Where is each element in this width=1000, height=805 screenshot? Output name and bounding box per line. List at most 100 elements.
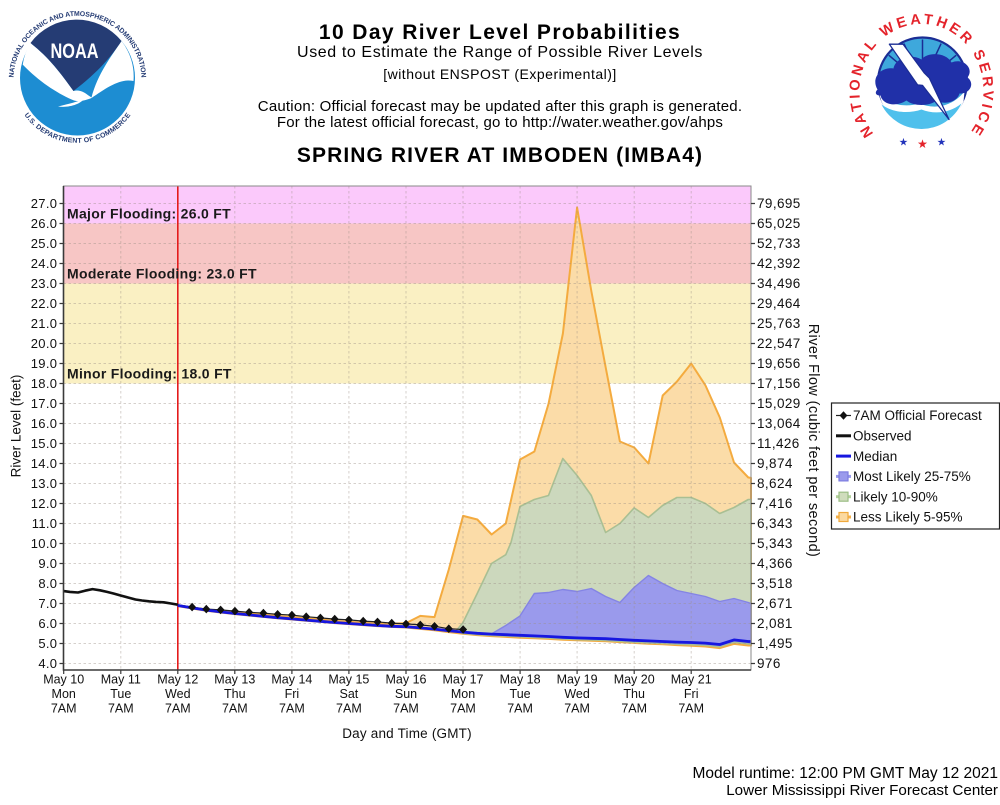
svg-text:20.0: 20.0 (31, 336, 58, 351)
svg-text:7AM: 7AM (564, 702, 590, 716)
svg-text:5,343: 5,343 (757, 536, 793, 551)
svg-text:Wed: Wed (165, 687, 191, 701)
svg-text:7AM Official Forecast: 7AM Official Forecast (853, 408, 982, 423)
svg-text:7AM: 7AM (222, 702, 248, 716)
svg-text:4,366: 4,366 (757, 556, 793, 571)
svg-text:Sat: Sat (340, 687, 359, 701)
svg-text:★: ★ (917, 137, 928, 151)
svg-text:26.0: 26.0 (31, 216, 58, 231)
svg-text:2,671: 2,671 (757, 596, 793, 611)
svg-text:Moderate Flooding: 23.0 FT: Moderate Flooding: 23.0 FT (67, 266, 257, 282)
svg-text:16.0: 16.0 (31, 416, 58, 431)
svg-text:12.0: 12.0 (31, 496, 58, 511)
svg-text:May 16: May 16 (386, 673, 427, 687)
svg-text:May 21: May 21 (671, 673, 712, 687)
svg-text:Sun: Sun (395, 687, 417, 701)
svg-text:Major Flooding: 26.0 FT: Major Flooding: 26.0 FT (67, 206, 231, 222)
svg-text:13.0: 13.0 (31, 476, 58, 491)
svg-text:Median: Median (853, 449, 897, 464)
svg-text:May 18: May 18 (500, 673, 541, 687)
svg-text:Most Likely 25-75%: Most Likely 25-75% (853, 469, 971, 484)
svg-text:7AM: 7AM (51, 702, 77, 716)
svg-text:★: ★ (899, 137, 909, 149)
svg-text:Thu: Thu (623, 687, 645, 701)
svg-text:29,464: 29,464 (757, 296, 801, 311)
svg-text:May 17: May 17 (443, 673, 484, 687)
svg-text:17,156: 17,156 (757, 376, 801, 391)
svg-text:May 13: May 13 (214, 673, 255, 687)
svg-text:May 15: May 15 (328, 673, 369, 687)
svg-text:25.0: 25.0 (31, 236, 58, 251)
svg-text:May 14: May 14 (271, 673, 312, 687)
svg-text:22.0: 22.0 (31, 296, 58, 311)
svg-text:Mon: Mon (52, 687, 76, 701)
svg-text:7AM: 7AM (507, 702, 533, 716)
svg-text:9,874: 9,874 (757, 456, 793, 471)
svg-text:65,025: 65,025 (757, 216, 801, 231)
svg-text:7AM: 7AM (336, 702, 362, 716)
svg-text:18.0: 18.0 (31, 376, 58, 391)
svg-text:4.0: 4.0 (38, 656, 57, 671)
svg-text:Observed: Observed (853, 429, 912, 444)
svg-text:79,695: 79,695 (757, 196, 801, 211)
svg-text:8,624: 8,624 (757, 476, 793, 491)
svg-text:7.0: 7.0 (38, 596, 57, 611)
svg-text:25,763: 25,763 (757, 316, 801, 331)
svg-text:42,392: 42,392 (757, 256, 801, 271)
svg-text:2,081: 2,081 (757, 616, 793, 631)
svg-text:23.0: 23.0 (31, 276, 58, 291)
svg-text:★: ★ (937, 137, 947, 149)
svg-text:River Flow (cubic feet per sec: River Flow (cubic feet per second) (805, 324, 821, 558)
svg-text:19.0: 19.0 (31, 356, 58, 371)
svg-text:Tue: Tue (110, 687, 131, 701)
svg-text:34,496: 34,496 (757, 276, 801, 291)
svg-text:Thu: Thu (224, 687, 246, 701)
svg-text:7AM: 7AM (393, 702, 419, 716)
svg-text:Fri: Fri (285, 687, 300, 701)
svg-text:1,495: 1,495 (757, 636, 793, 651)
svg-text:7AM: 7AM (450, 702, 476, 716)
svg-text:8.0: 8.0 (38, 576, 57, 591)
svg-text:Tue: Tue (510, 687, 531, 701)
svg-text:7AM: 7AM (165, 702, 191, 716)
svg-text:7AM: 7AM (279, 702, 305, 716)
svg-text:7AM: 7AM (108, 702, 134, 716)
svg-text:13,064: 13,064 (757, 416, 801, 431)
svg-text:NOAA: NOAA (51, 40, 99, 63)
svg-text:6,343: 6,343 (757, 516, 793, 531)
svg-text:21.0: 21.0 (31, 316, 58, 331)
svg-text:Wed: Wed (564, 687, 590, 701)
svg-text:May 10: May 10 (43, 673, 84, 687)
svg-text:27.0: 27.0 (31, 196, 58, 211)
svg-text:7AM: 7AM (621, 702, 647, 716)
svg-text:Mon: Mon (451, 687, 475, 701)
svg-text:19,656: 19,656 (757, 356, 801, 371)
svg-text:11.0: 11.0 (32, 516, 58, 531)
svg-text:May 12: May 12 (157, 673, 198, 687)
svg-text:5.0: 5.0 (38, 636, 57, 651)
svg-text:15,029: 15,029 (757, 396, 801, 411)
svg-text:7AM: 7AM (678, 702, 704, 716)
svg-text:10.0: 10.0 (31, 536, 58, 551)
svg-text:52,733: 52,733 (757, 236, 801, 251)
svg-text:17.0: 17.0 (31, 396, 58, 411)
svg-text:6.0: 6.0 (38, 616, 57, 631)
svg-text:Less Likely 5-95%: Less Likely 5-95% (853, 510, 963, 525)
svg-text:22,547: 22,547 (757, 336, 801, 351)
svg-text:Day and Time (GMT): Day and Time (GMT) (342, 726, 472, 741)
svg-text:7,416: 7,416 (757, 496, 793, 511)
svg-text:May 19: May 19 (557, 673, 598, 687)
svg-text:15.0: 15.0 (31, 436, 58, 451)
svg-text:Likely 10-90%: Likely 10-90% (853, 489, 938, 504)
svg-text:24.0: 24.0 (31, 256, 58, 271)
svg-text:River Level (feet): River Level (feet) (9, 375, 24, 478)
svg-text:May 11: May 11 (101, 673, 141, 687)
svg-text:May 20: May 20 (614, 673, 655, 687)
svg-text:Minor Flooding: 18.0 FT: Minor Flooding: 18.0 FT (67, 366, 232, 382)
svg-text:14.0: 14.0 (31, 456, 58, 471)
svg-text:976: 976 (757, 656, 781, 671)
svg-text:11,426: 11,426 (757, 436, 800, 451)
svg-text:3,518: 3,518 (757, 576, 793, 591)
svg-text:9.0: 9.0 (38, 556, 57, 571)
svg-text:Fri: Fri (684, 687, 699, 701)
